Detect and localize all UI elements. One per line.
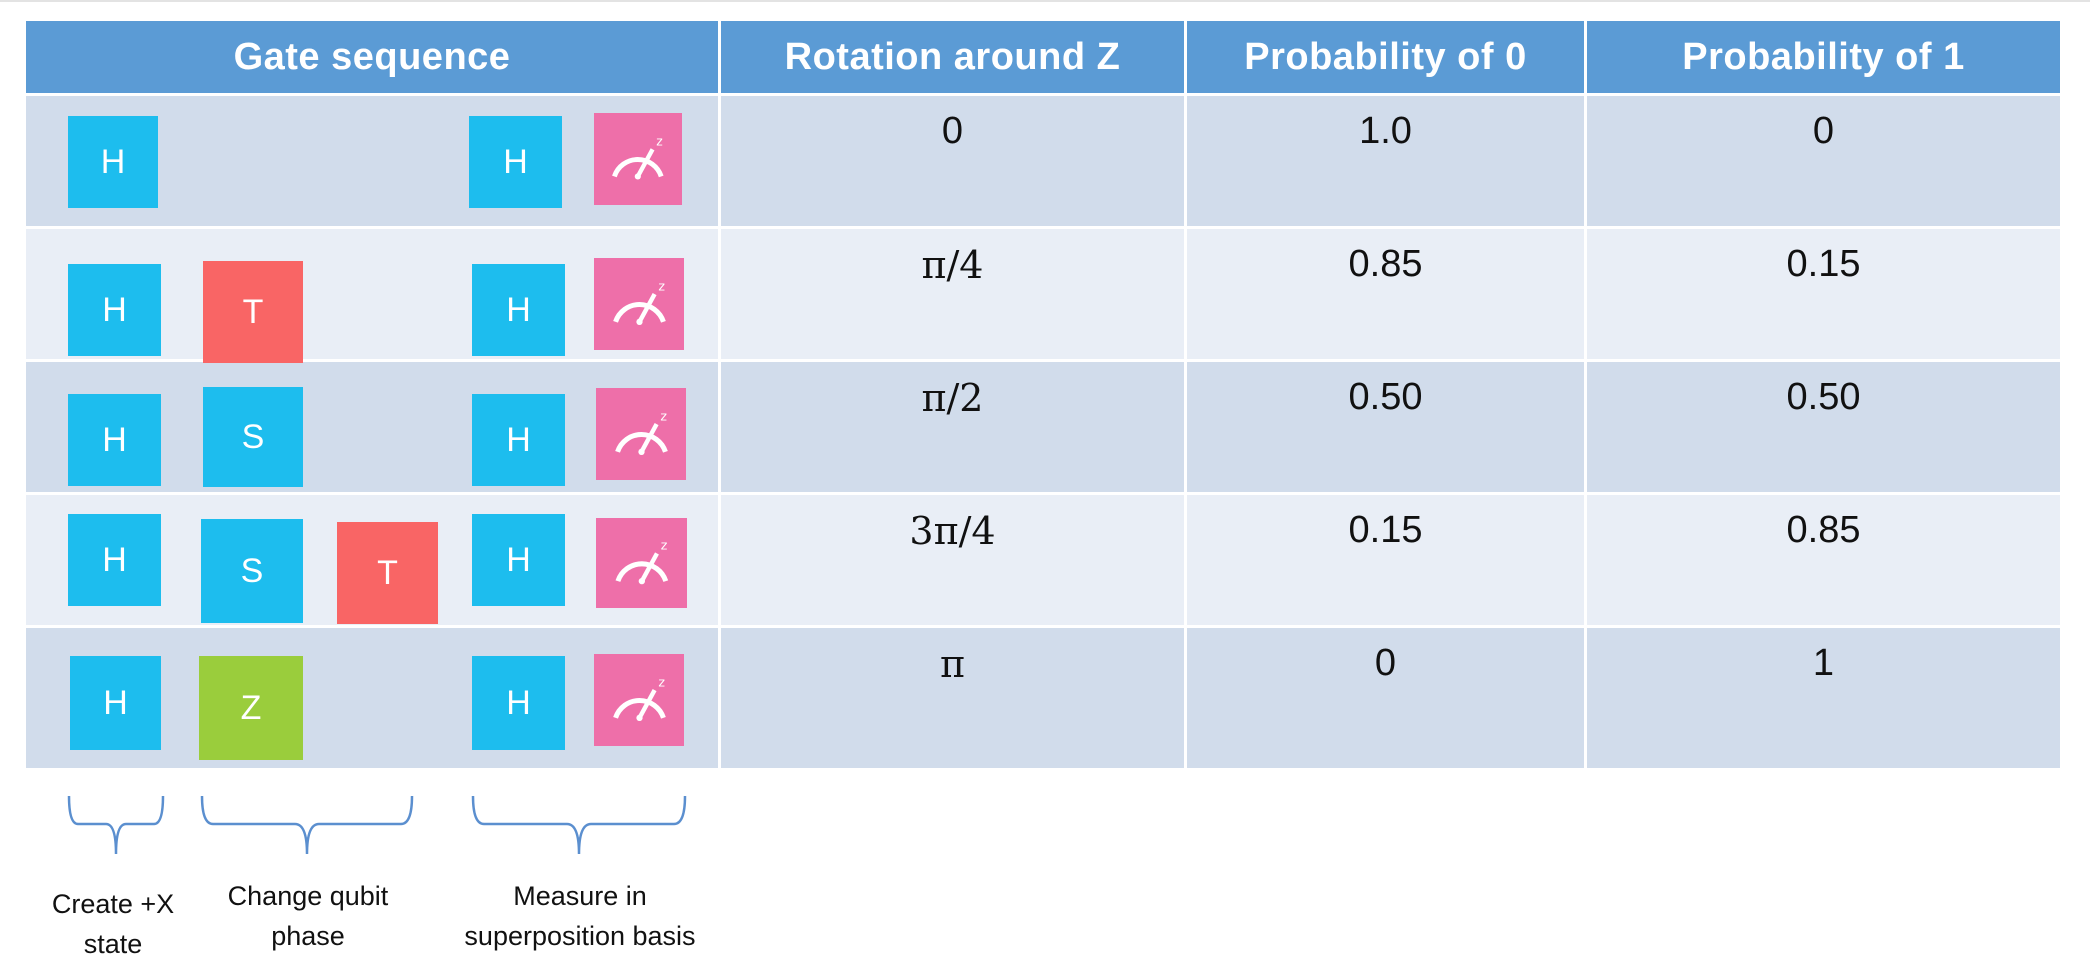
svg-text:z: z [658,278,665,293]
caption-create-line1: Create +X [51,889,175,919]
h-gate: H [68,394,161,486]
prob1-cell: 0.15 [1587,229,2060,359]
prob1-cell: 1 [1587,628,2060,768]
t-gate: T [203,261,303,363]
z-gate: Z [199,656,303,760]
svg-text:z: z [656,134,662,148]
prob0-cell: 0.15 [1187,495,1584,625]
s-gate: S [201,519,303,623]
h-gate: H [472,514,565,606]
rotation-cell: 0 [721,96,1184,226]
caption-create: Create +X state [28,884,198,964]
rotation-cell: π [721,628,1184,768]
caption-change-line1: Change qubit [227,881,389,911]
h-gate: H [68,264,161,356]
top-rule [0,0,2090,2]
header-gate-sequence: Gate sequence [26,21,718,93]
prob0-cell: 0 [1187,628,1584,768]
measure-z-icon: z [594,654,684,746]
prob1-cell: 0.85 [1587,495,2060,625]
svg-text:z: z [658,674,665,689]
header-prob0: Probability of 0 [1187,21,1584,93]
prob0-cell: 0.85 [1187,229,1584,359]
measure-z-icon: z [596,518,687,608]
rotation-cell: π/4 [721,229,1184,359]
measure-z-icon: z [594,258,684,350]
caption-create-line2: state [83,929,143,959]
rotation-cell: π/2 [721,362,1184,492]
prob0-cell: 0.50 [1187,362,1584,492]
caption-measure: Measure in superposition basis [430,876,730,956]
h-gate: H [68,116,158,208]
h-gate: H [68,514,161,606]
caption-change: Change qubit phase [196,876,420,956]
prob1-cell: 0.50 [1587,362,2060,492]
svg-text:z: z [660,537,667,552]
h-gate: H [472,656,565,750]
t-gate: T [337,522,438,624]
h-gate: H [472,264,565,356]
caption-change-line2: phase [271,921,345,951]
caption-measure-line2: superposition basis [464,921,696,951]
rotation-cell: 3π/4 [721,495,1184,625]
brace-change [200,796,414,855]
header-prob1: Probability of 1 [1587,21,2060,93]
h-gate: H [472,394,565,486]
h-gate: H [70,656,161,750]
brace-measure [471,796,687,855]
h-gate: H [469,116,562,208]
brace-create [67,796,165,855]
header-rotation: Rotation around Z [721,21,1184,93]
prob1-cell: 0 [1587,96,2060,226]
prob0-cell: 1.0 [1187,96,1584,226]
measure-z-icon: z [594,113,682,205]
measure-z-icon: z [596,388,686,480]
caption-measure-line1: Measure in [513,881,647,911]
svg-text:z: z [660,408,667,423]
s-gate: S [203,387,303,487]
